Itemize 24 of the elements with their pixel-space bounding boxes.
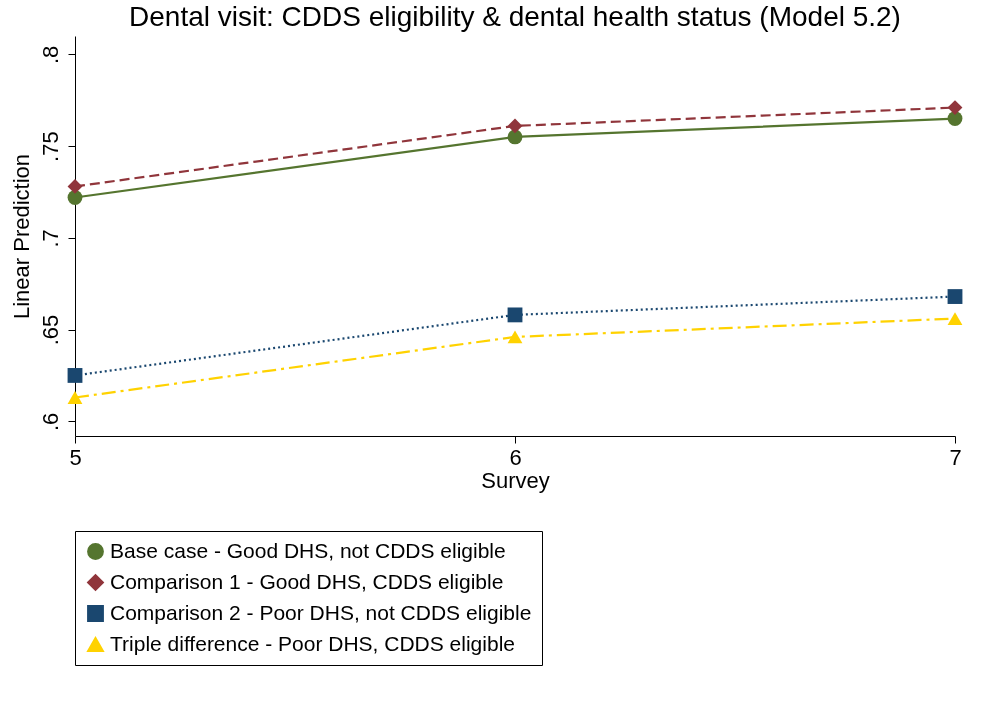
x-axis-title: Survey xyxy=(481,467,550,493)
chart-title: Dental visit: CDDS eligibility & dental health status (Model 5.2) xyxy=(129,1,901,32)
point xyxy=(67,368,83,383)
x-tick-label: 7 xyxy=(949,444,962,470)
y-tick-label: .6 xyxy=(37,412,63,431)
x-tick-label: 6 xyxy=(509,444,522,470)
legend-label: Comparison 1 - Good DHS, CDDS eligible xyxy=(110,569,504,593)
y-tick-label: .7 xyxy=(37,229,63,248)
point xyxy=(507,118,523,134)
x-tick-label: 5 xyxy=(69,444,82,470)
legend-label: Comparison 2 - Poor DHS, not CDDS eligible xyxy=(110,600,532,624)
point xyxy=(67,190,83,205)
legend-label: Triple difference - Poor DHS, CDDS eligible xyxy=(110,631,515,655)
y-tick-label: .65 xyxy=(37,314,63,346)
y-axis-title: Linear Prediction xyxy=(8,153,34,320)
y-tick-label: .75 xyxy=(37,131,63,162)
point xyxy=(947,312,963,325)
y-tick-label: .8 xyxy=(37,45,63,65)
point xyxy=(507,307,523,323)
point xyxy=(947,289,963,304)
point xyxy=(67,391,83,404)
point xyxy=(947,111,963,126)
legend-label: Base case - Good DHS, not CDDS eligible xyxy=(110,538,506,562)
point xyxy=(507,330,523,344)
